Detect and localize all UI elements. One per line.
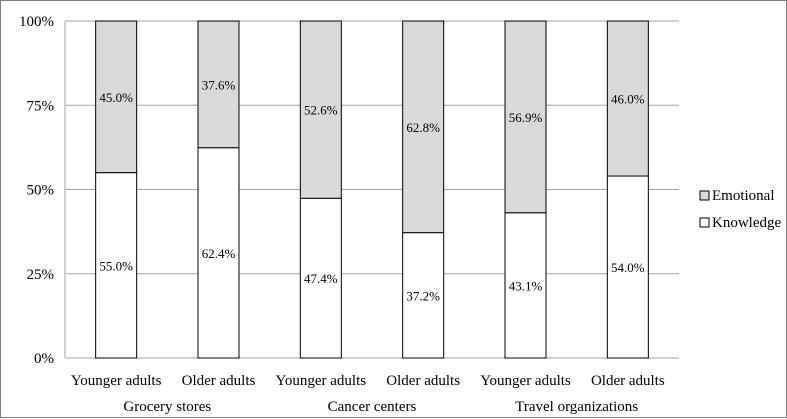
bar-emotional: [95, 20, 138, 174]
x-category-label: Older adults: [591, 373, 665, 389]
data-label-emotional: 45.0%: [99, 90, 133, 105]
x-group-label: Cancer centers: [328, 399, 417, 415]
y-tick-label: 100%: [19, 14, 54, 30]
y-tick-label: 75%: [27, 98, 55, 114]
data-label-knowledge: 47.4%: [304, 271, 338, 286]
data-label-emotional: 46.0%: [611, 92, 645, 107]
bar-emotional: [606, 20, 649, 177]
data-label-emotional: 37.6%: [202, 77, 236, 92]
tick-labels: 0% 25% 50% 75% 100% Younger adults Older adult…: [19, 14, 665, 415]
data-labels: 55.0% 45.0% 62.4% 37.6% 47.4% 52.6% 37.2% 62.8%…: [99, 77, 644, 303]
bar-knowledge: [299, 197, 342, 359]
data-label-emotional: 62.8%: [406, 120, 440, 135]
x-category-label: Younger adults: [480, 373, 571, 389]
axes: [64, 21, 679, 359]
bar-knowledge: [504, 212, 547, 359]
bar-emotional: [197, 20, 240, 149]
gridlines: [65, 20, 679, 359]
bar-knowledge: [606, 175, 649, 359]
x-group-label: Grocery stores: [123, 399, 211, 415]
data-label-knowledge: 54.0%: [611, 260, 645, 275]
data-label-knowledge: 37.2%: [406, 288, 440, 303]
x-category-label: Older adults: [386, 373, 460, 389]
x-group-label: Travel organizations: [515, 399, 638, 415]
legend-swatch-emotional: [699, 190, 710, 201]
legend-label-knowledge: Knowledge: [712, 215, 781, 231]
x-category-label: Younger adults: [276, 373, 367, 389]
x-category-label: Younger adults: [71, 373, 162, 389]
bar-emotional: [504, 20, 547, 214]
legend: Emotional Knowledge: [699, 188, 781, 231]
y-tick-label: 25%: [27, 267, 55, 283]
data-label-knowledge: 55.0%: [99, 258, 133, 273]
y-tick-label: 50%: [27, 183, 55, 199]
bars: [95, 20, 649, 359]
data-label-emotional: 52.6%: [304, 103, 338, 118]
y-tick-label: 0%: [34, 351, 54, 367]
data-label-knowledge: 62.4%: [202, 246, 236, 261]
legend-label-emotional: Emotional: [712, 188, 775, 204]
data-label-emotional: 56.9%: [509, 110, 543, 125]
bar-emotional: [402, 20, 445, 234]
bar-emotional: [299, 20, 342, 199]
x-category-label: Older adults: [182, 373, 256, 389]
legend-swatch-knowledge: [699, 217, 710, 228]
bar-knowledge: [197, 147, 240, 359]
bar-knowledge: [402, 232, 445, 359]
bar-knowledge: [95, 172, 138, 359]
data-label-knowledge: 43.1%: [509, 278, 543, 293]
